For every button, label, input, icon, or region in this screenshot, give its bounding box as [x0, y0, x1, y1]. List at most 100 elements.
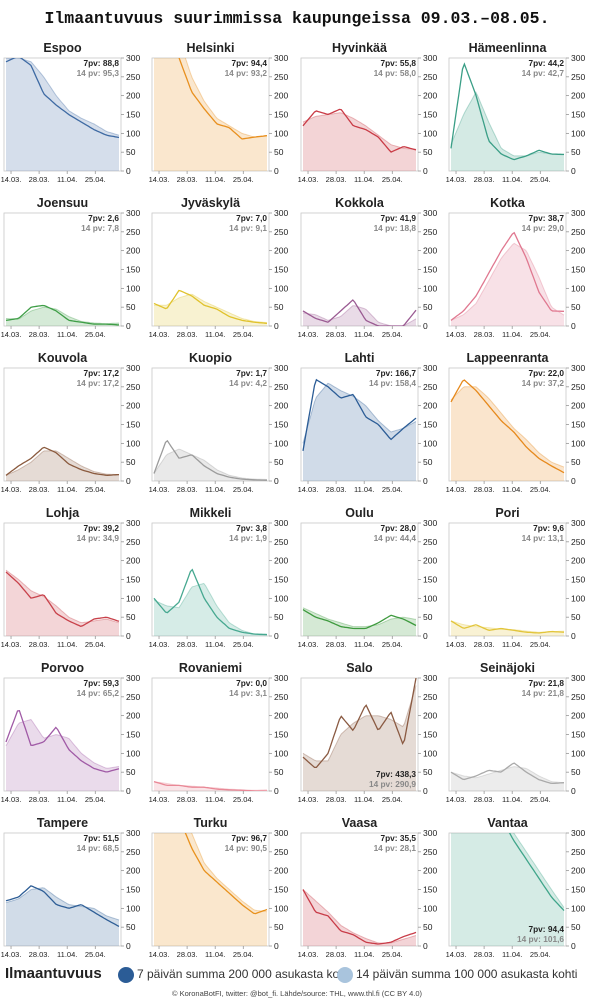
x-tick-label: 11.04. — [205, 330, 225, 339]
x-tick-label: 28.03. — [177, 950, 198, 959]
y-tick-label: 100 — [126, 283, 140, 293]
value-14pv: 14 pv: 37,2 — [522, 378, 565, 388]
y-tick-label: 150 — [274, 265, 288, 275]
city-chart-pori: Pori 0 50 100 150 200 250 300 14.03. 28.03. 11.04.… — [446, 506, 586, 649]
line-14pv — [450, 91, 565, 157]
x-tick-label: 14.03. — [1, 950, 22, 959]
city-chart-jyväskylä: Jyväskylä 0 50 100 150 200 250 300 14.03. 28.03. 1… — [149, 196, 289, 339]
y-tick-label: 100 — [423, 283, 437, 293]
value-7pv: 7pv: 1,7 — [236, 368, 267, 378]
city-title: Porvoo — [41, 661, 84, 675]
value-14pv: 14 pv: 17,2 — [77, 378, 120, 388]
plot-frame — [300, 832, 419, 947]
x-tick-label: 11.04. — [57, 485, 77, 494]
value-14pv: 14 pv: 34,9 — [77, 533, 120, 543]
y-tick-label: 250 — [126, 72, 140, 82]
y-tick-label: 250 — [571, 847, 585, 857]
plot-frame — [151, 832, 270, 947]
line-14pv — [153, 448, 268, 480]
line-14pv — [191, 833, 268, 913]
y-tick-label: 250 — [274, 537, 288, 547]
area-14pv — [6, 570, 119, 636]
x-tick-label: 25.04. — [530, 330, 551, 339]
y-tick-label: 150 — [423, 575, 437, 585]
line-7pv — [450, 62, 564, 161]
area-14pv — [303, 383, 416, 481]
value-7pv: 7pv: 39,2 — [83, 523, 119, 533]
y-tick-label: 150 — [571, 730, 585, 740]
y-tick-label: 300 — [571, 53, 585, 63]
area-14pv — [6, 719, 119, 791]
line-14pv — [154, 293, 268, 324]
value-14pv: 14 pv: 21,8 — [522, 688, 565, 698]
y-tick-label: 0 — [274, 476, 279, 486]
x-tick-label: 25.04. — [85, 950, 106, 959]
y-tick-label: 100 — [126, 593, 140, 603]
area-14pv — [303, 889, 416, 946]
city-title: Lahti — [345, 351, 375, 365]
y-tick-label: 0 — [126, 166, 131, 176]
line-7pv — [450, 620, 565, 634]
value-7pv: 7pv: 96,7 — [231, 833, 267, 843]
y-tick-label: 200 — [571, 401, 585, 411]
x-tick-label: 11.04. — [354, 950, 374, 959]
value-7pv: 7pv: 41,9 — [380, 213, 416, 223]
y-tick-label: 150 — [571, 110, 585, 120]
city-title: Helsinki — [187, 41, 235, 55]
x-tick-label: 25.04. — [233, 795, 254, 804]
line-14pv — [5, 450, 120, 476]
x-tick-label: 28.03. — [29, 950, 50, 959]
x-tick-label: 28.03. — [29, 175, 50, 184]
y-tick-label: 50 — [126, 457, 136, 467]
y-tick-label: 100 — [571, 593, 585, 603]
value-14pv: 14 pv: 65,2 — [77, 688, 120, 698]
y-tick-label: 50 — [274, 457, 284, 467]
city-title: Espoo — [43, 41, 82, 55]
area-14pv — [6, 307, 119, 326]
y-tick-label: 0 — [571, 476, 576, 486]
city-title: Rovaniemi — [179, 661, 242, 675]
x-tick-label: 14.03. — [298, 175, 319, 184]
line-7pv — [153, 568, 268, 636]
y-tick-label: 100 — [126, 438, 140, 448]
line-7pv — [184, 833, 268, 915]
legend: Ilmaantuvuus 7 päivän summa 200 000 asuk… — [0, 962, 594, 988]
city-title: Lohja — [46, 506, 80, 520]
x-tick-label: 28.03. — [474, 640, 495, 649]
area-14pv — [154, 833, 267, 946]
line-14pv — [450, 242, 565, 321]
value-14pv: 14 pv: 9,1 — [229, 223, 267, 233]
plot-frame — [151, 522, 270, 637]
y-tick-label: 0 — [274, 166, 279, 176]
line-7pv — [153, 780, 267, 791]
city-title: Jyväskylä — [181, 196, 240, 210]
plot-frame — [300, 677, 419, 792]
x-tick-label: 11.04. — [502, 330, 522, 339]
x-tick-label: 14.03. — [298, 795, 319, 804]
x-tick-label: 14.03. — [446, 330, 467, 339]
city-title: Mikkeli — [190, 506, 232, 520]
x-tick-label: 14.03. — [1, 795, 22, 804]
area-14pv — [303, 305, 416, 326]
x-tick-label: 25.04. — [382, 330, 403, 339]
y-tick-label: 300 — [274, 673, 288, 683]
line-7pv — [5, 58, 120, 139]
y-tick-label: 100 — [274, 283, 288, 293]
plot-frame — [3, 677, 122, 792]
city-chart-kuopio: Kuopio 0 50 100 150 200 250 300 14.03. 28.03. 11.0… — [149, 351, 289, 494]
y-tick-label: 150 — [571, 420, 585, 430]
y-tick-label: 150 — [126, 420, 140, 430]
x-tick-label: 11.04. — [354, 485, 374, 494]
line-14pv — [6, 58, 120, 136]
city-title: Vantaa — [487, 816, 528, 830]
value-14pv: 14 pv: 3,1 — [229, 688, 267, 698]
x-tick-label: 14.03. — [298, 330, 319, 339]
x-tick-label: 28.03. — [474, 950, 495, 959]
y-tick-label: 100 — [571, 903, 585, 913]
y-tick-label: 250 — [571, 537, 585, 547]
area-14pv — [154, 583, 267, 636]
line-14pv — [5, 569, 120, 624]
x-tick-label: 25.04. — [530, 950, 551, 959]
y-tick-label: 0 — [274, 321, 279, 331]
x-tick-label: 11.04. — [57, 950, 77, 959]
